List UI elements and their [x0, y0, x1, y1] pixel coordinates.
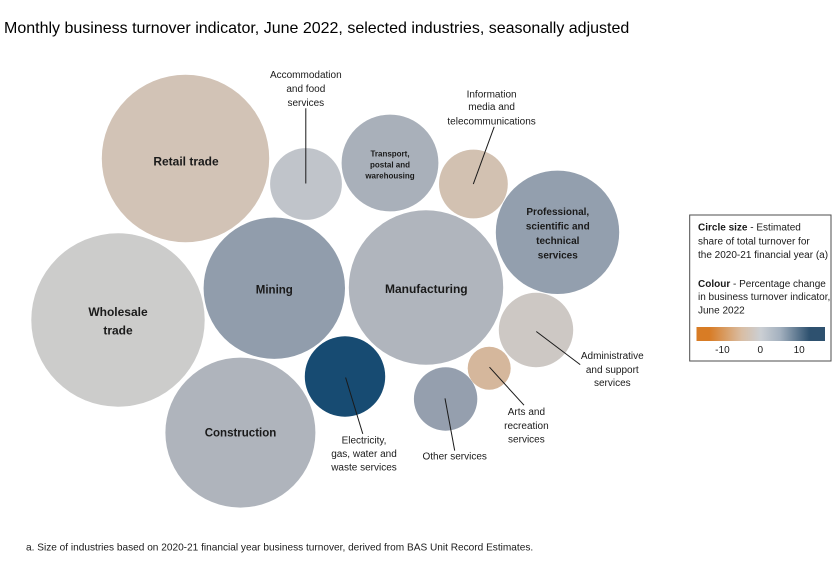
svg-text:recreation: recreation: [504, 421, 548, 432]
svg-text:services: services: [538, 251, 578, 262]
svg-text:Circle size - Estimated: Circle size - Estimated: [698, 223, 801, 234]
svg-text:Administrative: Administrative: [581, 351, 644, 362]
svg-text:0: 0: [758, 345, 764, 356]
svg-text:scientific and: scientific and: [526, 221, 590, 232]
svg-text:trade: trade: [103, 324, 133, 338]
svg-text:Electricity,: Electricity,: [342, 435, 387, 446]
svg-text:Accommodation: Accommodation: [270, 70, 342, 81]
svg-text:Arts and: Arts and: [508, 407, 545, 418]
svg-text:Manufacturing: Manufacturing: [385, 282, 468, 296]
svg-text:share of total turnover for: share of total turnover for: [698, 237, 810, 248]
svg-text:technical: technical: [536, 236, 580, 247]
svg-text:services: services: [287, 98, 324, 109]
svg-text:Information: Information: [467, 90, 517, 101]
svg-text:waste services: waste services: [330, 462, 397, 473]
svg-text:a. Size of industries based on: a. Size of industries based on 2020-21 f…: [26, 543, 533, 554]
svg-text:Wholesale: Wholesale: [88, 305, 148, 319]
svg-text:in business turnover indicator: in business turnover indicator,: [698, 292, 830, 303]
svg-text:warehousing: warehousing: [364, 172, 414, 181]
svg-text:-10: -10: [715, 345, 730, 356]
svg-text:the 2020-21 financial year (a): the 2020-21 financial year (a): [698, 250, 828, 261]
svg-text:Colour - Percentage change: Colour - Percentage change: [698, 279, 826, 290]
svg-text:Retail trade: Retail trade: [153, 155, 219, 169]
svg-text:Professional,: Professional,: [526, 207, 589, 218]
svg-text:gas, water and: gas, water and: [331, 449, 397, 460]
svg-text:Construction: Construction: [205, 428, 277, 440]
svg-text:June 2022: June 2022: [698, 305, 745, 316]
svg-text:10: 10: [794, 345, 806, 356]
svg-text:Other services: Other services: [422, 452, 486, 463]
svg-text:services: services: [594, 378, 631, 389]
svg-text:services: services: [508, 435, 545, 446]
svg-text:media and: media and: [468, 102, 515, 113]
svg-text:Monthly business turnover indi: Monthly business turnover indicator, Jun…: [4, 20, 629, 37]
svg-text:and food: and food: [286, 84, 325, 95]
svg-text:Transport,: Transport,: [370, 149, 409, 158]
svg-text:telecommunications: telecommunications: [447, 116, 535, 127]
svg-text:Mining: Mining: [256, 284, 293, 296]
svg-text:postal and: postal and: [370, 161, 410, 170]
svg-text:and support: and support: [586, 365, 639, 376]
